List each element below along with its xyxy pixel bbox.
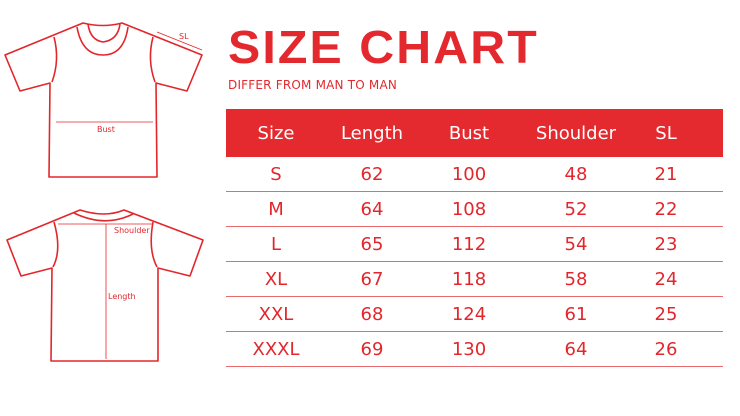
cell-shoulder: 64 [564,338,588,360]
table-row: L 65 112 54 23 [226,227,723,262]
header-size: Size [257,122,295,144]
sl-label: SL [179,32,189,41]
cell-sl: 22 [654,198,678,220]
table-header: Size Length Bust Shoulder SL [226,109,723,157]
cell-length: 64 [360,198,384,220]
cell-shoulder: 52 [564,198,588,220]
cell-sl: 25 [654,303,678,325]
cell-size: L [270,233,282,255]
cell-size: XXL [258,303,294,325]
cell-bust: 118 [451,268,487,290]
cell-size: XL [264,268,288,290]
size-table: Size Length Bust Shoulder SL S 62 100 48 21 M… [226,109,723,367]
cell-shoulder: 58 [564,268,588,290]
cell-bust: 124 [451,303,487,325]
bust-label: Bust [97,125,115,134]
shoulder-label: Shoulder [114,226,150,235]
cell-length: 69 [360,338,384,360]
table-row: M 64 108 52 22 [226,192,723,227]
cell-sl: 24 [654,268,678,290]
front-shirt-diagram [4,22,203,178]
cell-length: 67 [360,268,384,290]
cell-length: 65 [360,233,384,255]
table-row: S 62 100 48 21 [226,157,723,192]
subtitle: DIFFER FROM MAN TO MAN [228,78,398,92]
cell-length: 68 [360,303,384,325]
cell-bust: 130 [451,338,487,360]
cell-size: M [268,198,284,220]
cell-sl: 21 [654,163,678,185]
back-shirt-diagram [6,209,204,362]
cell-sl: 26 [654,338,678,360]
table-row: XXXL 69 130 64 26 [226,332,723,367]
header-length: Length [340,122,404,144]
cell-bust: 108 [451,198,487,220]
cell-shoulder: 54 [564,233,588,255]
page-title: SIZE CHART [228,21,539,73]
cell-bust: 112 [451,233,487,255]
cell-shoulder: 48 [564,163,588,185]
header-bust: Bust [448,122,490,144]
header-sl: SL [655,122,677,144]
table-row: XXL 68 124 61 25 [226,297,723,332]
cell-shoulder: 61 [564,303,588,325]
length-label: Length [108,292,136,301]
cell-sl: 23 [654,233,678,255]
table-row: XL 67 118 58 24 [226,262,723,297]
cell-size: S [270,163,282,185]
header-shoulder: Shoulder [535,122,617,144]
shirt-diagrams: Bust SL Shoulder Length [4,22,204,362]
cell-size: XXXL [252,338,300,360]
cell-length: 62 [360,163,384,185]
cell-bust: 100 [451,163,487,185]
